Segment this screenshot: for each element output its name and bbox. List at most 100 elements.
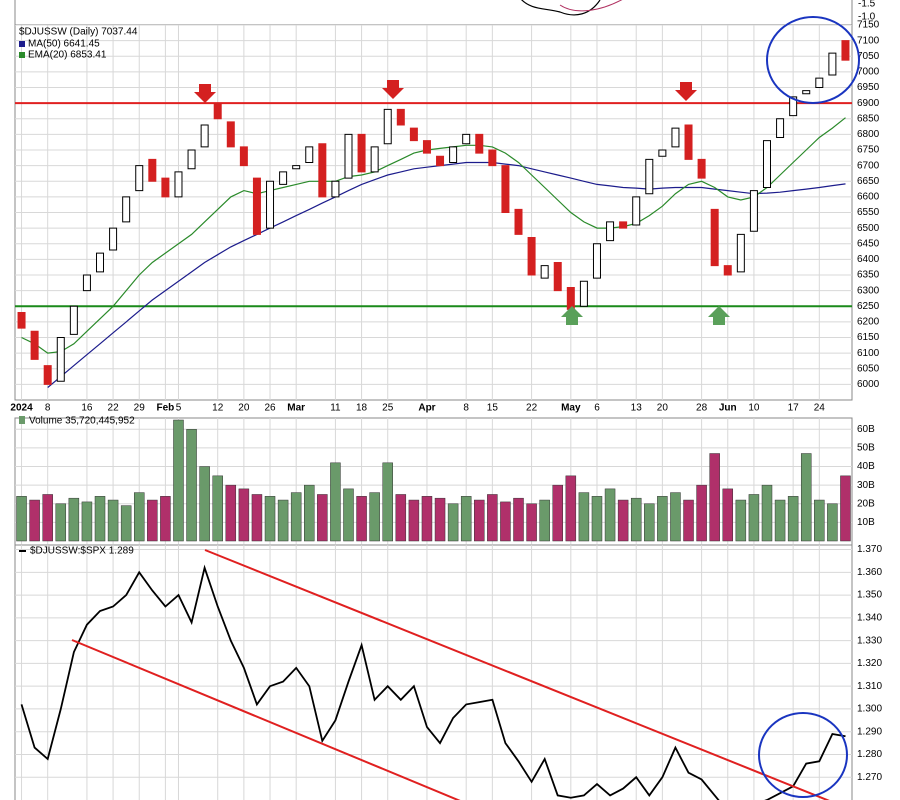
- volume-bar: [133, 492, 145, 542]
- volume-bar: [160, 496, 171, 542]
- candle: [69, 305, 78, 335]
- y-tick-label: 6600: [857, 192, 880, 203]
- y-tick-label: 6400: [857, 254, 880, 265]
- volume-bar: [81, 501, 93, 542]
- candle: [488, 149, 497, 167]
- y-tick-label: 6950: [857, 82, 880, 93]
- x-tick-label: 26: [264, 403, 276, 414]
- volume-bar: [670, 492, 681, 542]
- candle: [802, 90, 811, 95]
- candle: [226, 121, 235, 148]
- volume-bar: [761, 484, 773, 542]
- x-tick-label: 20: [238, 403, 250, 414]
- volume-bar: [304, 484, 315, 542]
- volume-bar: [251, 494, 263, 542]
- candle: [187, 149, 196, 170]
- highlight-circle: [766, 16, 860, 104]
- candle: [148, 158, 157, 182]
- volume-bar: [539, 499, 550, 542]
- candle: [396, 108, 405, 126]
- y-tick-label: 1.330: [857, 635, 882, 646]
- y-tick-label: 6800: [857, 129, 880, 140]
- candle: [749, 190, 758, 232]
- y-tick-label: 6200: [857, 317, 880, 328]
- candle: [213, 102, 222, 120]
- candle: [305, 146, 314, 163]
- volume-bar: [408, 499, 420, 542]
- candle: [239, 146, 248, 167]
- candle: [592, 243, 601, 279]
- trend-line: [204, 549, 830, 800]
- plot-area: [15, 25, 852, 400]
- y-tick-label: 7100: [857, 35, 880, 46]
- volume-bar: [382, 462, 393, 542]
- volume-bar: [447, 503, 459, 542]
- volume-bar: [787, 496, 799, 542]
- candle: [82, 274, 91, 292]
- volume-bar: [330, 462, 341, 542]
- volume-bar: [68, 497, 80, 542]
- candle: [579, 280, 588, 307]
- volume-bar: [644, 503, 655, 542]
- y-tick-label: 7000: [857, 67, 880, 78]
- x-tick-label: 8: [463, 403, 469, 414]
- volume-bar: [630, 497, 642, 542]
- annotations: [71, 16, 860, 800]
- volume-bar: [774, 499, 786, 542]
- candle: [619, 221, 628, 229]
- top-panel: [14, 0, 853, 26]
- volume-bar: [42, 494, 53, 542]
- legend-entry: MA(50) 6641.45: [28, 39, 100, 50]
- candle: [710, 208, 719, 267]
- candle: [776, 118, 785, 138]
- top-tick-label: -1.5: [858, 0, 876, 10]
- candle: [462, 133, 471, 145]
- candle: [422, 140, 431, 154]
- x-tick-label: 12: [212, 403, 224, 414]
- x-tick-label: 15: [487, 403, 499, 414]
- candle: [135, 165, 144, 192]
- y-tick-label: 6500: [857, 223, 880, 234]
- volume-bar: [657, 496, 668, 542]
- top-tick-label: -1.0: [858, 12, 876, 23]
- volume-bar: [94, 496, 106, 542]
- down-arrow: [194, 84, 216, 103]
- up-arrow: [708, 306, 730, 325]
- volume-bar: [722, 488, 734, 542]
- volume-bar: [709, 453, 720, 542]
- x-tick-label: 11: [330, 403, 341, 414]
- candle: [279, 171, 288, 185]
- volume-bar: [604, 488, 616, 542]
- volume-bar: [29, 499, 40, 542]
- candle: [109, 227, 118, 251]
- candle: [174, 171, 183, 198]
- volume-bar: [120, 505, 132, 542]
- x-tick-label: 6: [594, 403, 600, 414]
- legend-swatch: [19, 52, 25, 58]
- volume-bar: [578, 492, 590, 542]
- legend-swatch: [19, 416, 25, 424]
- y-tick-label: 1.300: [857, 704, 882, 715]
- volume-bar: [264, 496, 276, 542]
- y-tick-label: 6250: [857, 301, 880, 312]
- trend-line: [71, 639, 461, 800]
- x-tick-label: 5: [176, 403, 182, 414]
- candle: [30, 330, 39, 360]
- up-arrow: [561, 306, 583, 325]
- y-tick-label: 7150: [857, 20, 880, 31]
- candle: [762, 140, 771, 188]
- candle: [43, 365, 52, 385]
- y-tick-label: 7050: [857, 51, 880, 62]
- volume-bar: [186, 429, 197, 542]
- indicator-curve: [559, 0, 623, 12]
- volume-bar: [356, 496, 367, 542]
- volume-bar: [395, 494, 407, 542]
- candle: [671, 127, 680, 148]
- y-tick-label: 1.350: [857, 590, 882, 601]
- candle: [122, 196, 131, 223]
- y-tick-label: 6050: [857, 363, 880, 374]
- volume-bar: [696, 484, 707, 542]
- candle: [449, 146, 458, 163]
- candle: [357, 133, 366, 173]
